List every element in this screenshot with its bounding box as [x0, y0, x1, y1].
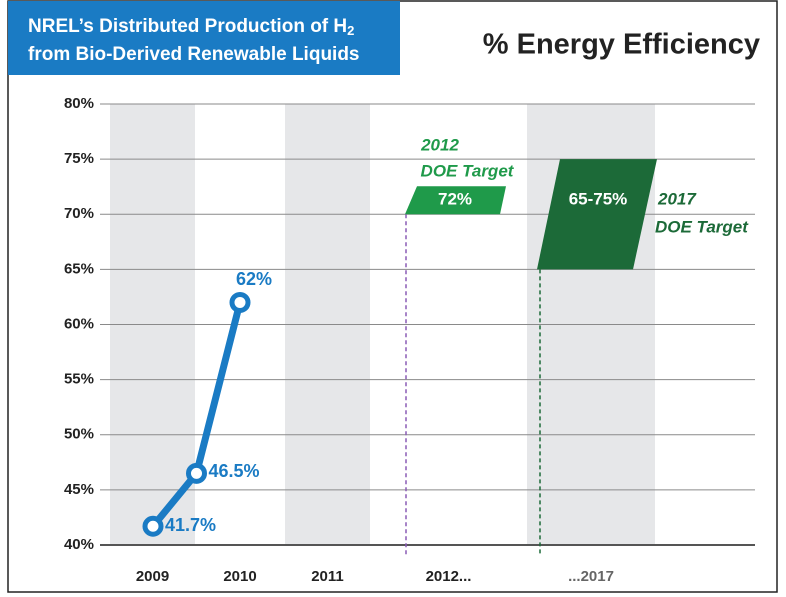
target-value-label: 65-75% [569, 189, 628, 208]
chart-subtitle: % Energy Efficiency [483, 29, 760, 61]
data-label: 62% [236, 269, 272, 289]
y-tick-label: 75% [64, 150, 94, 167]
point [229, 291, 251, 313]
data-label: 41.7% [165, 515, 216, 535]
x-tick-label: ...2017 [568, 568, 614, 585]
data-label: 46.5% [209, 461, 260, 481]
y-tick-label: 70% [64, 205, 94, 222]
x-tick-label: 2012... [426, 568, 472, 585]
point [142, 515, 164, 537]
y-tick-label: 50% [64, 426, 94, 443]
y-tick-label: 40% [64, 536, 94, 553]
target-range [537, 159, 657, 270]
target-box [405, 186, 506, 215]
y-tick-label: 65% [64, 260, 94, 277]
target-label: DOE Target [655, 217, 749, 236]
y-tick-label: 60% [64, 315, 94, 332]
y-tick-label: 80% [64, 95, 94, 112]
target-value-label: 72% [438, 190, 472, 209]
point [186, 462, 207, 484]
x-tick-label: 2011 [311, 568, 344, 585]
x-tick-label: 2009 [136, 568, 169, 585]
chart-title: from Bio-Derived Renewable Liquids [28, 44, 360, 65]
target-label: DOE Target [421, 162, 515, 181]
target-year: 2012 [420, 136, 459, 155]
x-tick-label: 2010 [223, 568, 256, 585]
y-tick-label: 45% [64, 481, 94, 498]
y-tick-label: 55% [64, 371, 94, 388]
chart-title: NREL’s Distributed Production of H2 [28, 16, 354, 38]
title-box [8, 1, 400, 75]
target-year: 2017 [657, 189, 697, 208]
